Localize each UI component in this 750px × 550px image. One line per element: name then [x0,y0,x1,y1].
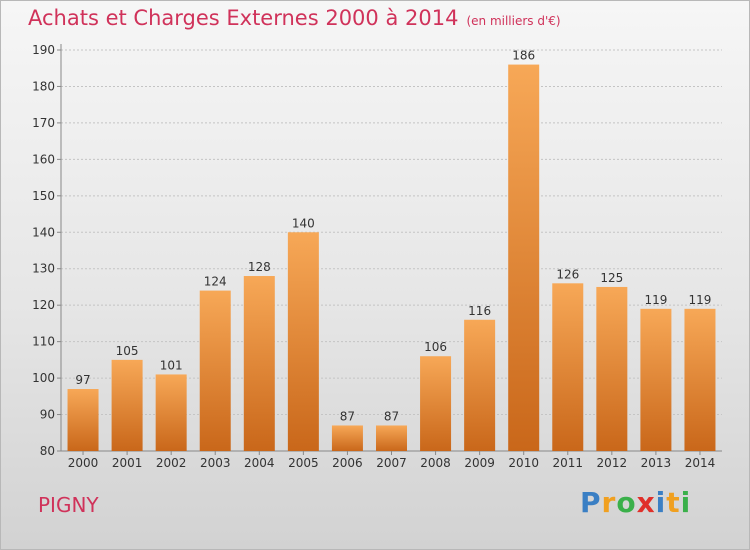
x-tick-label: 2003 [200,456,231,470]
bar-value-label: 101 [160,358,183,372]
bar [376,425,407,451]
bar [243,276,275,451]
x-tick-label: 2013 [641,456,672,470]
y-tick-label: 110 [32,335,55,349]
proxiti-logo: Proxiti [580,486,691,519]
bar-value-label: 87 [384,409,399,423]
y-tick-label: 80 [40,444,55,458]
bar-value-label: 186 [512,49,535,63]
y-tick-label: 90 [40,408,55,422]
bar-value-label: 124 [204,275,227,289]
bar-value-label: 125 [600,271,623,285]
bar [111,359,143,451]
x-tick-label: 2000 [68,456,99,470]
y-tick-label: 150 [32,189,55,203]
x-tick-label: 2007 [376,456,407,470]
x-tick-label: 2001 [112,456,143,470]
bar [640,308,672,451]
labels: 80 90 100 110 120 130 140 150 160 170 180 190 97 2000… [32,43,715,470]
x-tick-label: 2002 [156,456,187,470]
bar-value-label: 140 [292,216,315,230]
bar [552,283,584,451]
bar-value-label: 106 [424,340,447,354]
logo-letter: r [601,486,617,519]
logo-letter: t [666,486,681,519]
y-tick-label: 120 [32,298,55,312]
chart-subtitle: (en milliers d'€) [466,14,561,28]
bar [464,319,496,451]
bar [508,64,540,451]
x-tick-label: 2011 [552,456,583,470]
logo-letter: P [580,486,602,519]
x-tick-label: 2008 [420,456,451,470]
bar-value-label: 128 [248,260,271,274]
y-tick-label: 170 [32,116,55,130]
x-tick-label: 2010 [508,456,539,470]
x-tick-label: 2012 [597,456,628,470]
y-tick-label: 190 [32,43,55,57]
bars [67,64,716,451]
bar [596,286,628,451]
logo-letter: i [655,486,667,519]
x-tick-label: 2009 [464,456,495,470]
y-tick-label: 180 [32,79,55,93]
bar [331,425,363,451]
bar-value-label: 105 [116,344,139,358]
x-tick-label: 2006 [332,456,363,470]
bar [287,232,319,451]
x-tick-label: 2014 [685,456,716,470]
logo-letter: x [636,486,656,519]
bar [684,308,716,451]
bar-value-label: 87 [340,409,355,423]
bar-value-label: 119 [644,293,667,307]
bar [420,356,452,451]
logo-letter: o [616,486,637,519]
y-tick-label: 140 [32,225,55,239]
bar-value-label: 119 [689,293,712,307]
chart-title-block: Achats et Charges Externes 2000 à 2014 (e… [28,6,561,30]
bar-value-label: 116 [468,304,491,318]
y-tick-label: 160 [32,152,55,166]
chart-title: Achats et Charges Externes 2000 à 2014 [28,6,459,30]
x-tick-label: 2005 [288,456,319,470]
logo-letter: i [680,486,692,519]
x-tick-label: 2004 [244,456,275,470]
bar [67,389,99,451]
bar-value-label: 126 [556,267,579,281]
bar [199,290,231,451]
commune-name: PIGNY [38,493,99,517]
bar [155,374,187,451]
y-tick-label: 100 [32,371,55,385]
bar-value-label: 97 [75,373,90,387]
y-tick-label: 130 [32,262,55,276]
